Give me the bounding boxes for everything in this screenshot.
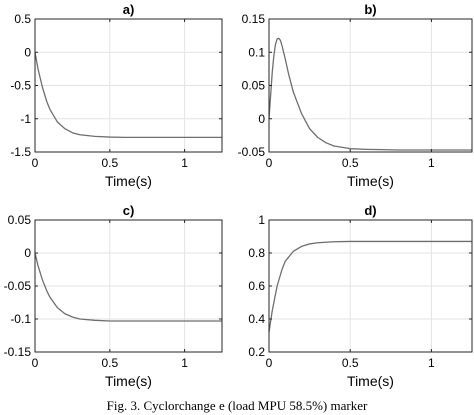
x-tick-label: 0.5 <box>101 356 118 370</box>
x-tick-label: 0.5 <box>101 156 118 170</box>
chart-title: a) <box>123 2 135 17</box>
y-tick-label: 0.5 <box>14 12 31 26</box>
y-tick-label: -1 <box>20 112 31 126</box>
y-tick-label: 1 <box>258 213 265 227</box>
y-tick-label: 0.2 <box>248 345 265 359</box>
chart-title: c) <box>123 203 135 218</box>
figure-caption: Fig. 3. Cyclorchange e (load MPU 58.5%) … <box>106 398 368 413</box>
y-tick-label: 0 <box>258 112 265 126</box>
x-axis-label: Time(s) <box>347 373 394 389</box>
x-tick-label: 1 <box>181 156 188 170</box>
x-tick-label: 0 <box>266 156 273 170</box>
x-tick-label: 0 <box>32 356 39 370</box>
y-tick-label: 0.8 <box>248 246 265 260</box>
y-tick-label: 0 <box>24 45 31 59</box>
chart-title: b) <box>364 2 376 17</box>
y-tick-label: -0.5 <box>10 79 31 93</box>
x-tick-label: 1 <box>428 156 435 170</box>
y-tick-label: -0.15 <box>4 345 32 359</box>
x-tick-label: 1 <box>428 356 435 370</box>
y-tick-label: 0.15 <box>242 12 266 26</box>
chart-panel-2: 0 0.5 10.150.10.050-0.05b)Time(s) <box>238 2 473 189</box>
y-tick-label: -0.05 <box>238 145 266 159</box>
chart-panel-1: 0 0.5 1 0.5 0 -0.5 -1 -1.5 a) Time(s) <box>10 2 223 189</box>
chart-title: d) <box>364 203 376 218</box>
y-tick-label: 0.6 <box>248 279 265 293</box>
y-tick-label: 0.05 <box>242 79 266 93</box>
y-tick-label: 0.05 <box>8 213 32 227</box>
x-axis-label: Time(s) <box>347 173 394 189</box>
y-tick-label: -0.1 <box>10 312 31 326</box>
x-tick-label: 0 <box>32 156 39 170</box>
series-line-1 <box>34 52 222 139</box>
x-tick-label: 0.5 <box>342 156 359 170</box>
series-line-1 <box>268 37 472 151</box>
y-tick-label: -0.05 <box>4 279 32 293</box>
y-tick-label: 0 <box>24 246 31 260</box>
y-tick-label: 0.4 <box>248 312 265 326</box>
y-tick-label: -1.5 <box>10 145 31 159</box>
series-line-1 <box>34 252 222 322</box>
series-line-1 <box>268 240 472 333</box>
x-axis-label: Time(s) <box>105 173 152 189</box>
x-axis-label: Time(s) <box>105 373 152 389</box>
y-tick-label: 0.1 <box>248 45 265 59</box>
x-tick-label: 0 <box>266 356 273 370</box>
chart-panel-4: 0 0.5 1 1 0.8 0.6 0.4 0.2 d) Time(s) <box>248 203 473 389</box>
x-tick-label: 0.5 <box>342 356 359 370</box>
chart-panel-3: 0 0.5 1 0.05 0 -0.05 -0.1 -0.15 c) Time(s) <box>4 203 223 389</box>
x-tick-label: 1 <box>181 356 188 370</box>
